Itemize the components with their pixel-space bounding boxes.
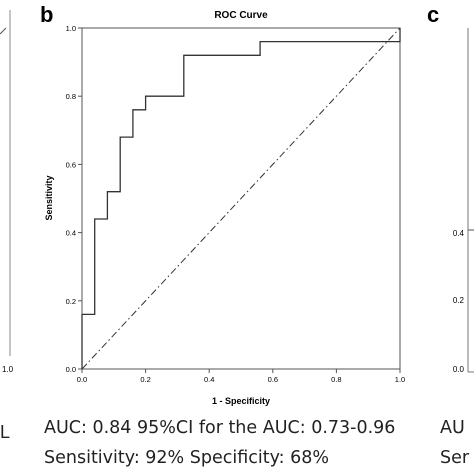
y-tick-label: 0.6 <box>66 160 76 169</box>
right-caption-fragment-text-2: Ser <box>440 448 470 468</box>
y-tick-label: 0.4 <box>66 229 76 238</box>
x-tick-label: 0.4 <box>204 375 214 384</box>
left-panel-caption-fragment: L <box>0 422 10 442</box>
left-panel-tick-label: 1.0 <box>2 365 14 374</box>
auc-caption: AUC: 0.84 95%CI for the AUC: 0.73-0.96 <box>44 418 396 438</box>
chart-title: ROC Curve <box>214 10 268 21</box>
panel-label-b: b <box>40 2 53 27</box>
y-axis: 0.0 0.2 0.4 0.6 0.8 1.0 <box>66 24 82 374</box>
right-panel-tick-2: 0.0 <box>453 365 465 374</box>
x-tick-label: 1.0 <box>395 375 405 384</box>
x-axis: 0.0 0.2 0.4 0.6 0.8 1.0 <box>77 369 405 384</box>
right-caption-fragment-1: AU <box>440 418 465 438</box>
right-panel-fragment: c 0.4 0.2 0.0 <box>427 2 474 374</box>
y-tick-label: 0.8 <box>66 92 76 101</box>
roc-panel: b ROC Curve 0.0 0.2 0.4 0.6 0.8 1.0 0.0 0.2 0.4… <box>40 2 405 406</box>
right-panel-tick-1: 0.2 <box>453 296 465 305</box>
x-tick-label: 0.2 <box>140 375 150 384</box>
caption-line-1: AUC: 0.84 95%CI for the AUC: 0.73-0.96 <box>44 418 395 438</box>
left-panel-curve-fragment <box>0 27 7 35</box>
x-axis-label: 1 - Specificity <box>212 396 270 406</box>
x-tick-label: 0.8 <box>331 375 341 384</box>
right-panel-tick-0: 0.4 <box>453 229 465 238</box>
roc-curve-line <box>81 28 401 369</box>
x-tick-label: 0.6 <box>268 375 278 384</box>
right-caption-fragment-2: Ser <box>440 448 469 468</box>
y-tick-label: 1.0 <box>66 24 76 33</box>
panel-label-c: c <box>427 2 439 27</box>
left-panel-fragment: 1.0 L <box>0 10 14 442</box>
x-tick-label: 0.0 <box>77 375 87 384</box>
y-axis-label: Sensitivity <box>44 175 54 220</box>
right-caption-fragment-text-1: AU <box>440 418 465 438</box>
series-layer <box>81 27 401 370</box>
sensitivity-caption: Sensitivity: 92% Specificity: 68% <box>44 448 330 468</box>
plot-frame <box>81 27 401 370</box>
y-tick-label: 0.0 <box>66 365 76 374</box>
caption-line-2: Sensitivity: 92% Specificity: 68% <box>44 448 329 468</box>
reference-diagonal-line <box>81 27 401 370</box>
y-tick-label: 0.2 <box>66 297 76 306</box>
